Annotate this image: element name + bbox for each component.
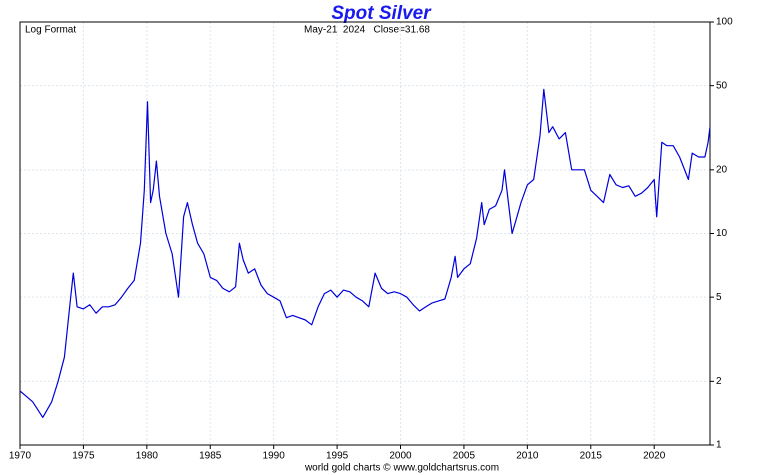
y-tick-label: 2: [716, 376, 722, 387]
x-tick-label: 2010: [516, 451, 539, 462]
plot-frame: [19, 21, 711, 446]
x-tick-label: 1995: [326, 451, 349, 462]
y-tick-label: 50: [716, 80, 728, 91]
subtitle: Log Format: [25, 25, 76, 36]
y-tick-label: 100: [716, 17, 733, 28]
x-tick-label: 1990: [263, 451, 286, 462]
x-tick-label: 2020: [643, 451, 666, 462]
price-line: [19, 88, 711, 418]
y-tick-label: 5: [716, 292, 722, 303]
x-tick-label: 1980: [136, 451, 159, 462]
x-tick-label: 2000: [389, 451, 412, 462]
x-tick-label: 2005: [453, 451, 476, 462]
chart-title: Spot Silver: [331, 3, 432, 24]
x-tick-label: 1970: [9, 451, 32, 462]
y-tick-label: 1: [716, 440, 722, 451]
y-tick-label: 20: [716, 164, 728, 175]
x-tick-label: 2015: [580, 451, 603, 462]
x-tick-label: 1985: [199, 451, 222, 462]
y-tick-label: 10: [716, 228, 728, 239]
x-tick-label: 1975: [72, 451, 95, 462]
annotation: May-21 2024 Close=31.68: [304, 25, 430, 36]
footer: world gold charts © www.goldchartsrus.co…: [304, 463, 499, 474]
